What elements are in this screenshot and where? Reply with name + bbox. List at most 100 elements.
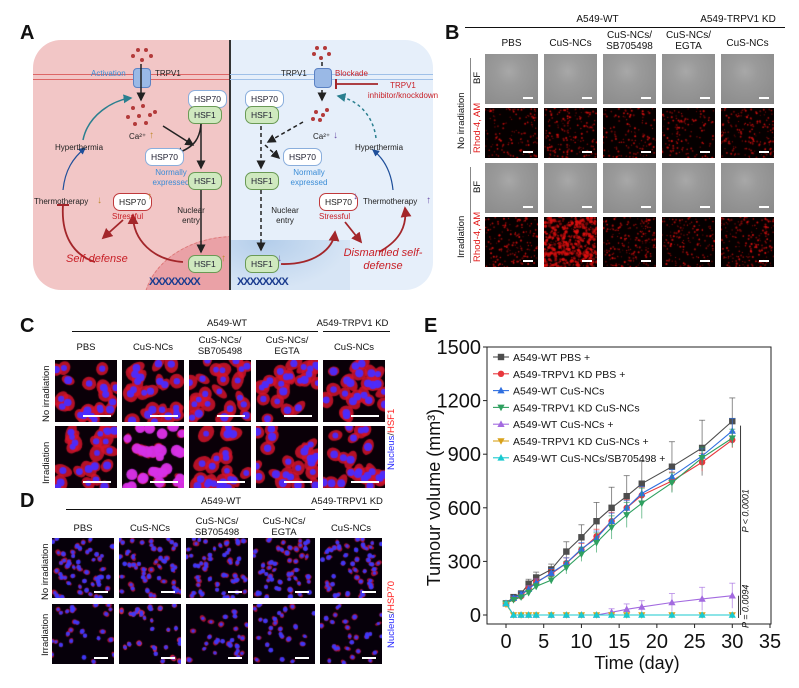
scale-bar <box>700 97 710 99</box>
x-tick-label: 35 <box>759 631 781 653</box>
column-header: CuS-NCs/SB705498 <box>181 516 253 538</box>
x-axis-label: Time (day) <box>594 653 679 673</box>
dismantled-self-defense-label: Dismantled self-defense <box>343 247 423 272</box>
channel-label: Rhod-4, AM <box>472 211 483 262</box>
data-point <box>517 611 525 618</box>
data-point <box>563 548 570 555</box>
data-point <box>532 583 540 591</box>
legend-marker <box>497 370 505 377</box>
up-arrow-icon: ↑ <box>426 195 431 206</box>
micrograph-texture <box>662 217 715 267</box>
trpv1-channel-icon <box>133 68 151 88</box>
column-header-line: CuS-NCs <box>549 38 592 49</box>
hsp70-immunofluorescence-image <box>253 538 315 598</box>
column-header-line: CuS-NCs/ <box>262 516 306 527</box>
column-header: CuS-NCs <box>315 523 387 534</box>
data-point <box>668 598 676 606</box>
scale-bar <box>700 206 710 208</box>
scale-bar <box>295 657 309 659</box>
hsf1-immunofluorescence-image <box>323 360 385 422</box>
scale-bar <box>161 591 175 593</box>
hsf1-immunofluorescence-image <box>189 360 251 422</box>
hsf1-nuclear-pill: HSF1 <box>245 255 279 273</box>
series-line <box>505 595 733 616</box>
data-point <box>532 574 540 581</box>
scale-bar <box>351 481 379 483</box>
rhod4-fluorescence-image <box>544 217 597 267</box>
data-point <box>638 500 646 508</box>
legend-entry: A549-WT CuS-NCs/SB705498 + <box>513 453 665 465</box>
micrograph-texture <box>119 604 181 664</box>
micrograph-texture <box>253 538 315 598</box>
blockade-label: Blockade <box>335 69 368 78</box>
activation-label: Activation <box>91 69 126 78</box>
data-point <box>525 589 533 597</box>
scale-bar <box>351 415 379 417</box>
dna-icon: XXXXXXXX <box>237 276 289 288</box>
hsp70-immunofluorescence-image <box>320 604 382 664</box>
y-tick-label: 1500 <box>437 337 482 359</box>
data-point <box>698 595 706 602</box>
legend-entry: A549-WT PBS + <box>513 352 590 364</box>
group-bracket-wt <box>72 331 318 332</box>
scale-bar <box>582 151 592 153</box>
scale-bar <box>641 260 651 262</box>
group-label-wt: A549-WT <box>576 14 619 25</box>
legend-marker <box>497 454 505 461</box>
condition-label: Irradiation <box>456 215 467 258</box>
rhod4-fluorescence-image <box>603 108 656 158</box>
micrograph-texture <box>485 217 538 267</box>
hsp70-pill: HSP70 <box>283 148 322 166</box>
panel-b-label: B <box>445 22 460 44</box>
inhibitor-label: TRPV1 inhibitor/knockdown <box>367 81 439 100</box>
hsf1-immunofluorescence-image <box>55 426 117 488</box>
pathway-arrows <box>57 46 412 265</box>
x-tick-label: 20 <box>646 631 668 653</box>
scale-bar <box>641 206 651 208</box>
column-header-line: PBS <box>501 38 522 49</box>
group-bracket-kd <box>323 509 379 510</box>
column-header: CuS-NCs <box>114 523 186 534</box>
y-axis-label: Tumour volume (mm³) <box>424 409 444 586</box>
stain-separator: / <box>386 611 397 614</box>
hsf1-immunofluorescence-image <box>256 426 318 488</box>
stain-legend: Nucleus/HSF1 <box>386 409 397 470</box>
rhod4-fluorescence-image <box>662 217 715 267</box>
data-point <box>668 479 676 487</box>
hsp70-immunofluorescence-image <box>52 538 114 598</box>
condition-label: Irradiation <box>41 441 52 484</box>
hsf1-nuclear-pill: HSF1 <box>188 255 222 273</box>
hsf1-immunofluorescence-image <box>122 360 184 422</box>
column-header-line: EGTA <box>675 41 702 52</box>
stain-nucleus-label: Nucleus <box>386 613 397 648</box>
data-point <box>562 611 570 618</box>
scale-bar <box>362 657 376 659</box>
series-line <box>505 603 733 616</box>
brightfield-image <box>662 163 715 213</box>
scale-bar <box>523 260 533 262</box>
hsf1-pill: HSF1 <box>188 106 222 124</box>
data-point <box>608 524 616 532</box>
column-header-line: EGTA <box>274 346 300 357</box>
legend-marker <box>497 404 505 412</box>
data-point <box>608 611 616 618</box>
condition-label: No irradiation <box>456 92 467 150</box>
scale-bar <box>217 415 245 417</box>
micrograph-texture <box>55 360 117 422</box>
scale-bar <box>284 481 312 483</box>
data-point <box>593 518 600 525</box>
scale-bar <box>700 151 710 153</box>
scale-bar <box>523 206 533 208</box>
panel-d-label: D <box>20 490 35 512</box>
hsf1-immunofluorescence-image <box>189 426 251 488</box>
micrograph-texture <box>119 538 181 598</box>
scale-bar <box>161 657 175 659</box>
column-header: CuS-NCs <box>538 38 603 49</box>
data-point <box>525 611 533 618</box>
rhod4-fluorescence-image <box>662 108 715 158</box>
scale-bar <box>759 206 769 208</box>
column-header-line: CuS-NCs/ <box>665 30 711 41</box>
y-tick-label: 300 <box>448 551 481 573</box>
group-label-wt: A549-WT <box>200 496 242 507</box>
scale-bar <box>759 97 769 99</box>
